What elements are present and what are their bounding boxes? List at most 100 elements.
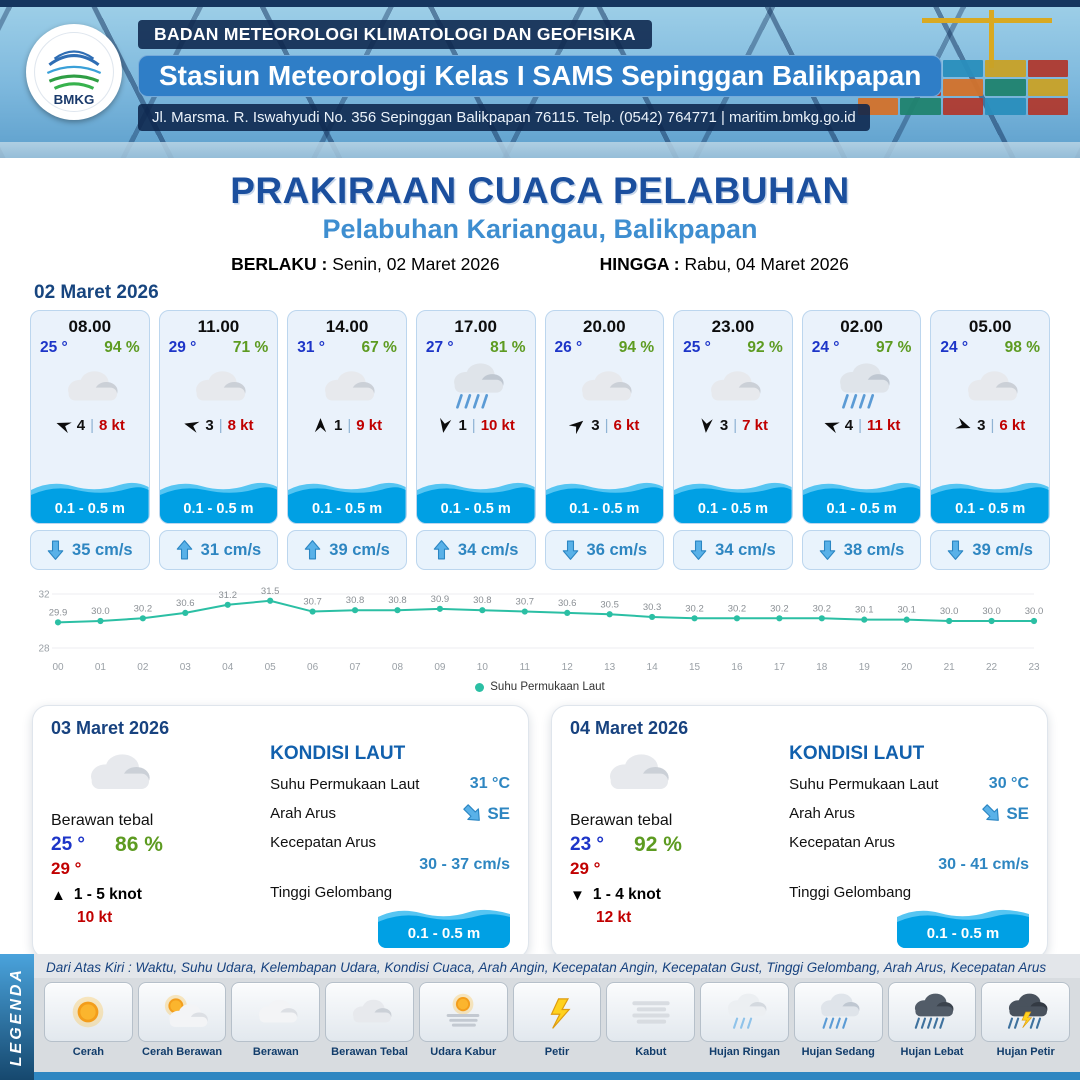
gust-value: 9 kt (356, 417, 383, 434)
forecast-time-label: 20.00 (583, 317, 626, 336)
wave-icon (416, 482, 535, 523)
forecast-column: 20.00 26 ° 94 % 3 | 6 kt 0.1 - 0.5 m 36 … (544, 310, 665, 570)
air-temperature: 27 ° (425, 339, 454, 356)
wind-row: 4 | 11 kt (823, 417, 900, 434)
berawan-tebal-icon (67, 741, 262, 810)
svg-text:30.9: 30.9 (431, 594, 450, 605)
valid-from-label: BERLAKU : (231, 254, 328, 274)
hujan-sedang-icon (793, 982, 883, 1042)
svg-text:13: 13 (604, 662, 616, 673)
current-speed-value: 30 - 41 cm/s (938, 856, 1029, 873)
svg-text:30.6: 30.6 (176, 598, 195, 609)
air-temperature: 24 ° (940, 339, 969, 356)
header-banner: BMKG BADAN METEOROLOGI KLIMATOLOGI DAN G… (0, 0, 1080, 158)
wave-height-band: 0.1 - 0.5 m (31, 477, 149, 523)
svg-text:22: 22 (986, 662, 998, 673)
svg-text:19: 19 (859, 662, 871, 673)
wind-value: 4 (76, 417, 86, 434)
current-up-arrow-icon (176, 540, 192, 560)
gust-value: 6 kt (613, 417, 640, 434)
daily-humidity: 92 % (634, 833, 682, 856)
separator: | (90, 417, 94, 434)
svg-text:30.7: 30.7 (303, 597, 322, 608)
wind-row: 3 | 6 kt (569, 417, 639, 434)
svg-text:30.0: 30.0 (91, 606, 110, 617)
legend-item-label: Hujan Sedang (801, 1046, 875, 1058)
forecast-column: 14.00 31 ° 67 % 1 | 9 kt 0.1 - 0.5 m 39 … (287, 310, 407, 570)
wind-direction-icon (569, 420, 584, 434)
humidity: 97 % (876, 339, 912, 356)
forecast-time-label: 05.00 (968, 317, 1012, 336)
legend-item: Cerah (44, 982, 133, 1069)
sea-condition-column: KONDISI LAUT Suhu Permukaan Laut 30 °C A… (781, 741, 1029, 948)
current-speed-box: 35 cm/s (30, 530, 150, 570)
sst-chart-section: 28 32 29.9 30.0 30.2 30.6 31.2 31.5 30.7 30.8 30.8… (32, 578, 1048, 693)
wind-row: 3 | 6 kt (955, 417, 1025, 434)
valid-until-label: HINGGA : (599, 254, 680, 274)
legend-item: Udara Kabur (418, 982, 508, 1069)
title-section: PRAKIRAAN CUACA PELABUHAN Pelabuhan Kari… (0, 158, 1080, 275)
forecast-time-label: 02.00 (840, 317, 883, 336)
berawan-tebal-icon (180, 358, 256, 416)
page-title: PRAKIRAAN CUACA PELABUHAN (230, 170, 850, 211)
wind-value: 1 (334, 417, 343, 434)
svg-text:10: 10 (477, 662, 489, 673)
cerah-berawan-icon (137, 982, 227, 1042)
berawan-tebal-icon (309, 358, 385, 416)
wave-icon (897, 909, 1029, 948)
hujan-ringan-icon (700, 982, 789, 1042)
legend-item: Hujan Sedang (793, 982, 883, 1069)
wave-height-band: 0.1 - 0.5 m (288, 477, 406, 523)
cerah-icon (44, 982, 133, 1042)
forecast-card: 02.00 24 ° 97 % 4 | 11 kt 0.1 - 0.5 m (801, 310, 922, 524)
wind-value: 4 (844, 417, 854, 434)
wind-row: 4 | 8 kt (55, 417, 125, 434)
svg-text:30.1: 30.1 (855, 605, 874, 616)
valid-until: HINGGA : Rabu, 04 Maret 2026 (600, 254, 849, 275)
svg-text:20: 20 (901, 662, 913, 673)
wave-height-badge: 0.1 - 0.5 m (897, 904, 1029, 948)
berawan-tebal-icon (695, 358, 771, 416)
wave-height-value: 0.1 - 0.5 m (697, 501, 768, 517)
station-address: Jl. Marsma. R. Iswahyudi No. 356 Sepingg… (138, 104, 870, 131)
legend-item-label: Udara Kabur (430, 1046, 497, 1058)
daily-wind-range: 1 - 5 knot (73, 886, 142, 903)
daily-weather-column: Berawan tebal 25 ° 86 % 29 ° ▲ 1 - 5 kno… (51, 741, 262, 948)
terminal-floor-illustration (0, 142, 1080, 158)
wave-height-band: 0.1 - 0.5 m (931, 477, 1049, 523)
daily-card: 04 Maret 2026 Berawan tebal 23 ° 92 % 29… (551, 705, 1048, 959)
daily-date: 04 Maret 2026 (570, 718, 689, 738)
svg-text:28: 28 (38, 644, 50, 655)
wind-direction-icon (824, 422, 840, 434)
daily-gust: 12 kt (596, 909, 632, 926)
legend-item: Petir (512, 982, 602, 1069)
validity-line: BERLAKU : Senin, 02 Maret 2026 HINGGA : … (0, 254, 1080, 275)
svg-text:02: 02 (137, 662, 149, 673)
gust-value: 6 kt (999, 417, 1026, 434)
wave-height-band: 0.1 - 0.5 m (416, 477, 535, 523)
svg-text:32: 32 (38, 590, 50, 601)
petir-icon (512, 982, 602, 1042)
air-temperature: 29 ° (168, 339, 197, 356)
current-speed-value: 34 cm/s (715, 540, 776, 559)
berawan-icon (231, 982, 321, 1042)
hujan-lebat-icon (887, 982, 977, 1042)
southeast-arrow-icon (463, 804, 481, 821)
current-speed-value: 39 cm/s (972, 540, 1033, 559)
wind-value: 3 (977, 417, 986, 434)
forecast-column: 11.00 29 ° 71 % 3 | 8 kt 0.1 - 0.5 m 31 … (158, 310, 279, 570)
humidity: 92 % (747, 339, 783, 356)
svg-text:18: 18 (816, 662, 828, 673)
current-speed-value: 34 cm/s (457, 540, 519, 559)
wave-height-value: 0.1 - 0.5 m (312, 501, 383, 517)
svg-text:30.2: 30.2 (813, 603, 832, 614)
legend-title-bar: LEGENDA (0, 954, 34, 1080)
daily-humidity: 86 % (115, 833, 163, 856)
current-speed-value: 31 cm/s (200, 540, 262, 559)
legend-item-label: Hujan Lebat (900, 1046, 964, 1058)
legend-footer-bar (34, 1072, 1080, 1080)
legend-item-label: Hujan Petir (996, 1046, 1055, 1058)
wind-direction-icon (955, 417, 971, 429)
legend-item: Hujan Lebat (887, 982, 977, 1069)
wind-direction-icon (184, 421, 200, 433)
